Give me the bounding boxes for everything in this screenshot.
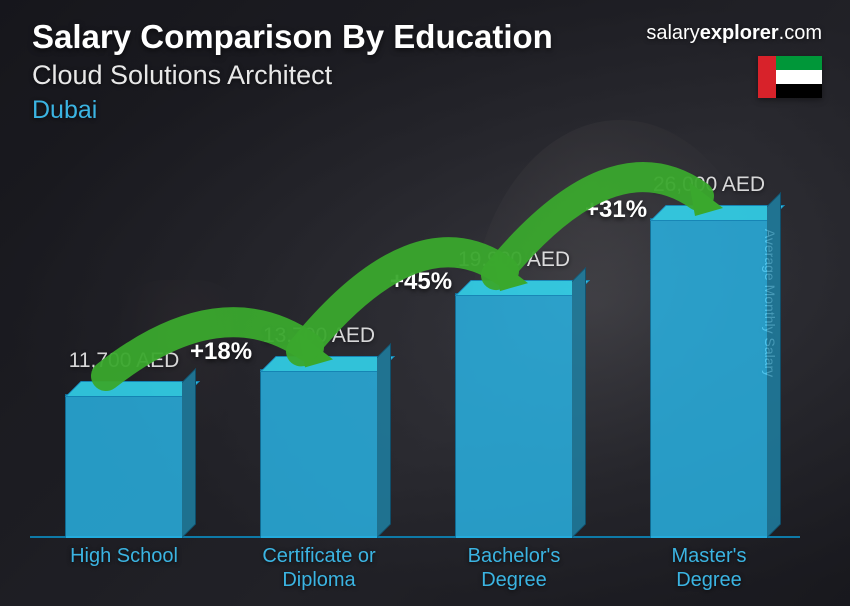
job-title: Cloud Solutions Architect (32, 60, 332, 91)
flag-white (776, 70, 822, 84)
brand-logo: salaryexplorer.com (646, 22, 822, 45)
increase-arc (496, 177, 699, 275)
brand-bold: explorer (700, 22, 779, 44)
uae-flag-icon (758, 56, 822, 98)
flag-green (776, 56, 822, 70)
increase-arc (106, 322, 309, 376)
location-label: Dubai (32, 96, 97, 125)
flag-red (758, 56, 776, 98)
page-title: Salary Comparison By Education (32, 18, 553, 56)
salary-bar-chart: 11,700 AEDHigh School13,700 AEDCertifica… (30, 140, 800, 588)
increase-arc (301, 252, 504, 351)
brand-suffix: .com (779, 22, 822, 44)
flag-black (776, 84, 822, 98)
arcs-layer (30, 140, 800, 588)
brand-prefix: salary (646, 22, 699, 44)
